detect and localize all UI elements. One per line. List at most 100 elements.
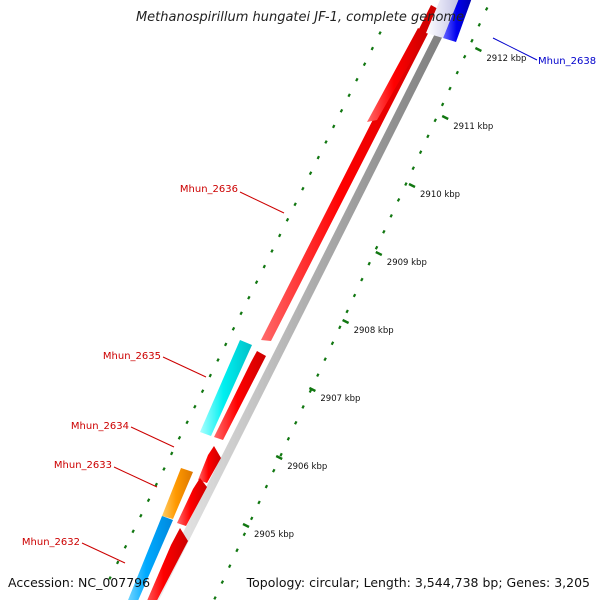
- scale-dot: [242, 532, 247, 537]
- topology-summary: Topology: circular; Length: 3,544,738 bp…: [246, 575, 590, 590]
- guide-dot: [347, 93, 351, 98]
- scale-tick-label: 2908 kbp: [354, 326, 394, 336]
- scale-dot: [411, 166, 415, 171]
- scale-tick-label: 2905 kbp: [254, 530, 294, 540]
- scale-dot: [301, 405, 305, 409]
- scale-major-tick: [342, 318, 350, 325]
- guide-dot: [239, 311, 243, 316]
- gene-label[interactable]: Mhun_2636: [180, 184, 238, 195]
- guide-dot: [293, 202, 297, 207]
- scale-major-tick: [375, 250, 383, 257]
- guide-dot: [108, 576, 112, 580]
- scale-major-tick: [308, 386, 316, 393]
- genome-backbone: [149, 0, 461, 600]
- gene-mhun-2636-arrow: [261, 5, 440, 341]
- scale-dot: [382, 229, 386, 234]
- scale-dot: [352, 293, 357, 298]
- guide-dot: [339, 108, 344, 113]
- scale-dot: [257, 500, 261, 505]
- gene-mhun-2633-arrow: [177, 478, 207, 526]
- scale-tick-label: 2912 kbp: [486, 54, 526, 64]
- guide-dot: [146, 498, 151, 503]
- leader-mhun-2635: [162, 356, 207, 378]
- scale-dot: [316, 373, 320, 377]
- scale-major-tick: [242, 522, 250, 529]
- scale-dot: [484, 6, 489, 11]
- gene-lavender-arrow: [426, 0, 459, 38]
- guide-dot: [116, 560, 120, 565]
- guide-dot: [270, 249, 274, 253]
- scale-dot: [279, 452, 283, 457]
- gene-orange-arrow: [162, 468, 193, 519]
- guide-dot: [139, 513, 143, 518]
- scale-dot: [213, 596, 217, 600]
- scale-dot: [323, 357, 327, 362]
- label-leaders: [81, 37, 538, 564]
- scale-tick-label: 2907 kbp: [320, 394, 360, 404]
- scale-dot: [220, 580, 225, 585]
- gene-mhun-2638-arrow: [443, 0, 472, 42]
- scale-dot: [338, 325, 342, 330]
- gene-mhun-2634-arrow: [198, 446, 221, 483]
- scale-dot: [404, 182, 408, 186]
- guide-dot: [370, 46, 374, 51]
- guide-dot: [131, 529, 135, 534]
- scale-dot: [396, 197, 401, 202]
- guide-dot: [162, 467, 166, 471]
- scale-dot: [235, 548, 239, 553]
- scale-tick-label: 2906 kbp: [287, 462, 327, 472]
- scale-dot: [448, 86, 452, 91]
- guide-dot: [285, 217, 290, 222]
- scale-tick-label: 2911 kbp: [453, 122, 493, 132]
- scale-dot: [462, 54, 467, 59]
- guide-dot: [193, 404, 197, 409]
- guide-dot: [231, 326, 236, 331]
- guide-dot: [324, 140, 328, 144]
- guide-dot: [301, 186, 305, 191]
- guide-dot: [308, 171, 313, 176]
- scale-dot: [264, 484, 269, 489]
- reverse-strand: [128, 0, 472, 600]
- gene-label[interactable]: Mhun_2632: [22, 537, 80, 548]
- gene-label[interactable]: Mhun_2633: [54, 460, 112, 471]
- gene-label[interactable]: Mhun_2635: [103, 351, 161, 362]
- forward-strand: [147, 5, 440, 600]
- scale-dot: [477, 22, 481, 27]
- gene-label[interactable]: Mhun_2634: [71, 421, 129, 432]
- scale-dot: [470, 38, 474, 43]
- scale-dot: [360, 277, 364, 282]
- guide-dot: [154, 482, 158, 487]
- scale-major-tick: [408, 182, 416, 189]
- leader-mhun-2634: [130, 426, 175, 448]
- gene-blue-arrow: [128, 516, 173, 600]
- guide-dot: [170, 451, 174, 456]
- scale-dot: [374, 245, 379, 250]
- guide-dot: [332, 124, 336, 129]
- scale-dot: [272, 468, 276, 473]
- scale-dot: [367, 261, 371, 266]
- guide-dot: [378, 31, 382, 35]
- guide-dot: [177, 435, 182, 440]
- gene-mhun-2635-arrow: [214, 351, 266, 440]
- leader-mhun-2632: [81, 542, 126, 564]
- scale-dot: [426, 134, 430, 139]
- scale-dot: [345, 309, 349, 314]
- scale-dot: [389, 214, 393, 218]
- gene-mhun-2637-arrow: [367, 28, 427, 122]
- scale-major-tick: [474, 46, 482, 53]
- guide-dot: [362, 62, 367, 67]
- guide-dot: [247, 295, 251, 300]
- scale-major-tick: [275, 454, 283, 461]
- scale-tick-label: 2910 kbp: [420, 190, 460, 200]
- guide-dot: [208, 373, 212, 378]
- guide-dot: [278, 233, 282, 238]
- guide-dot: [224, 342, 228, 347]
- guide-dots: [108, 31, 382, 580]
- scale-dot: [330, 341, 335, 346]
- leader-mhun-2638: [492, 37, 538, 61]
- gene-label[interactable]: Mhun_2638: [538, 56, 596, 67]
- genome-title: Methanospirillum hungatei JF-1, complete…: [135, 10, 465, 25]
- scale-dot: [418, 150, 423, 155]
- guide-dot: [316, 155, 320, 160]
